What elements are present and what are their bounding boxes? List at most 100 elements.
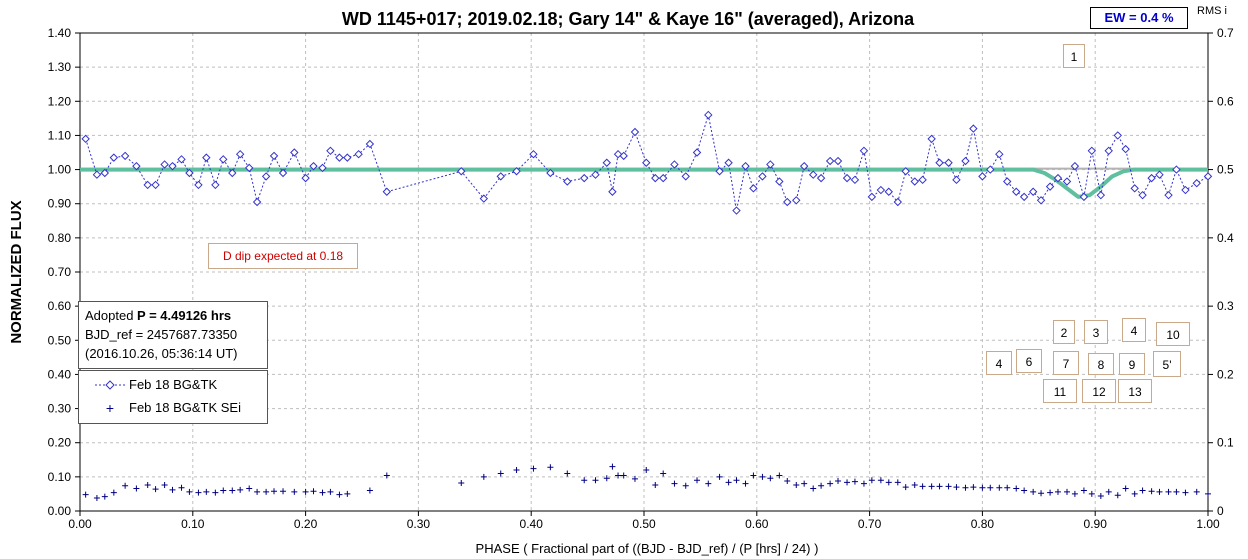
sei-point (652, 482, 659, 489)
flux-point (1028, 187, 1038, 196)
flux-point (1104, 146, 1113, 155)
sei-point (643, 467, 650, 474)
y-tick-label: 0.20 (48, 436, 72, 450)
flux-point (1087, 146, 1097, 155)
flux-point (194, 180, 203, 190)
flux-point (151, 180, 160, 190)
y-tick-label: 1.20 (48, 94, 72, 108)
x-tick-label: 0.80 (971, 517, 995, 531)
flux-point (842, 173, 852, 183)
sei-point (1054, 488, 1061, 495)
flux-point (850, 175, 860, 185)
sei-point (1131, 490, 1138, 497)
flux-point (326, 146, 335, 155)
flux-point (202, 153, 211, 162)
flux-point (496, 172, 505, 181)
sei-point (1004, 484, 1011, 491)
flux-point (978, 172, 987, 181)
flux-point (1096, 190, 1106, 200)
sei-point (383, 472, 390, 479)
sei-point (1193, 488, 1200, 495)
sei-point (928, 483, 935, 490)
axis-ticks: 0.00 0.10 0.20 0.30 0.40 0.50 0.60 0.70 0.80 0.90… (48, 26, 1234, 531)
y-tick-label: 1.30 (48, 60, 72, 74)
flux-point (927, 134, 936, 144)
flux-point (935, 158, 944, 167)
sei-point (810, 485, 817, 492)
sei-point (271, 488, 278, 495)
flux-point (1036, 196, 1046, 205)
sei-point (327, 488, 334, 495)
sei-point (497, 470, 504, 477)
sei-point (725, 479, 732, 486)
sei-point (1088, 490, 1095, 497)
flux-point (741, 161, 750, 171)
flux-point (833, 156, 843, 166)
x-tick-label: 0.30 (407, 517, 431, 531)
sei-point (319, 489, 326, 496)
sei-point (1038, 490, 1045, 497)
y-tick-label: 0.10 (48, 470, 72, 484)
sei-point (344, 490, 351, 497)
flux-point (799, 161, 809, 171)
sei-point (1148, 488, 1155, 495)
flux-point (143, 180, 152, 190)
flux-series (81, 110, 1213, 215)
dip-label-box: 2 (1053, 320, 1075, 344)
x-tick-label: 0.10 (181, 517, 205, 531)
sei-point (122, 482, 129, 489)
flux-point (859, 146, 869, 155)
flux-point (651, 173, 660, 183)
sei-point (1013, 485, 1020, 492)
sei-point (246, 485, 253, 492)
flux-point (290, 148, 299, 157)
dip-label-box: 11 (1043, 379, 1077, 403)
flux-point (724, 158, 733, 167)
sei-point (705, 480, 712, 487)
sei-point (776, 472, 783, 479)
flux-point (1113, 131, 1122, 140)
sei-point (970, 484, 977, 491)
sei-point (110, 489, 117, 496)
sei-point (302, 488, 309, 495)
flux-point (1003, 177, 1012, 186)
x-tick-label: 1.00 (1196, 517, 1220, 531)
flux-point (1053, 173, 1063, 183)
sei-point (979, 484, 986, 491)
flux-point (658, 173, 668, 183)
flux-point (681, 172, 690, 181)
y2-tick-label: 0.4 (1217, 231, 1234, 245)
sei-point (178, 484, 185, 491)
flux-point (160, 160, 169, 169)
sei-point (195, 489, 202, 496)
flux-point (961, 156, 970, 166)
sei-point (996, 484, 1003, 491)
flux-point (244, 163, 254, 173)
flux-point (766, 160, 775, 169)
flux-point (109, 153, 119, 162)
dip-label-box: 1 (1063, 44, 1085, 68)
legend: Feb 18 BG&TK + Feb 18 BG&TK SEi (78, 370, 268, 424)
dip-label-box: 4 (1122, 318, 1146, 342)
sei-point (694, 477, 701, 484)
sei-point (759, 473, 766, 480)
flux-point (704, 110, 713, 120)
x-tick-label: 0.70 (858, 517, 882, 531)
y-tick-label: 0.50 (48, 333, 72, 347)
y2-tick-label: 0 (1217, 504, 1224, 518)
flux-point (758, 172, 767, 181)
dip-label-box: 3 (1084, 320, 1108, 344)
sei-point (93, 495, 100, 502)
y-tick-label: 0.00 (48, 504, 72, 518)
sei-point (733, 477, 740, 484)
sei-point (1097, 492, 1104, 499)
flux-point (969, 124, 978, 133)
chart-title: WD 1145+017; 2019.02.18; Gary 14" & Kaye… (342, 9, 915, 29)
y-tick-label: 1.40 (48, 26, 72, 40)
y-tick-label: 0.30 (48, 402, 72, 416)
sei-point (835, 477, 842, 484)
flux-point (1130, 184, 1139, 193)
flux-point (1203, 172, 1213, 181)
dip-label-box: 6 (1016, 349, 1042, 373)
